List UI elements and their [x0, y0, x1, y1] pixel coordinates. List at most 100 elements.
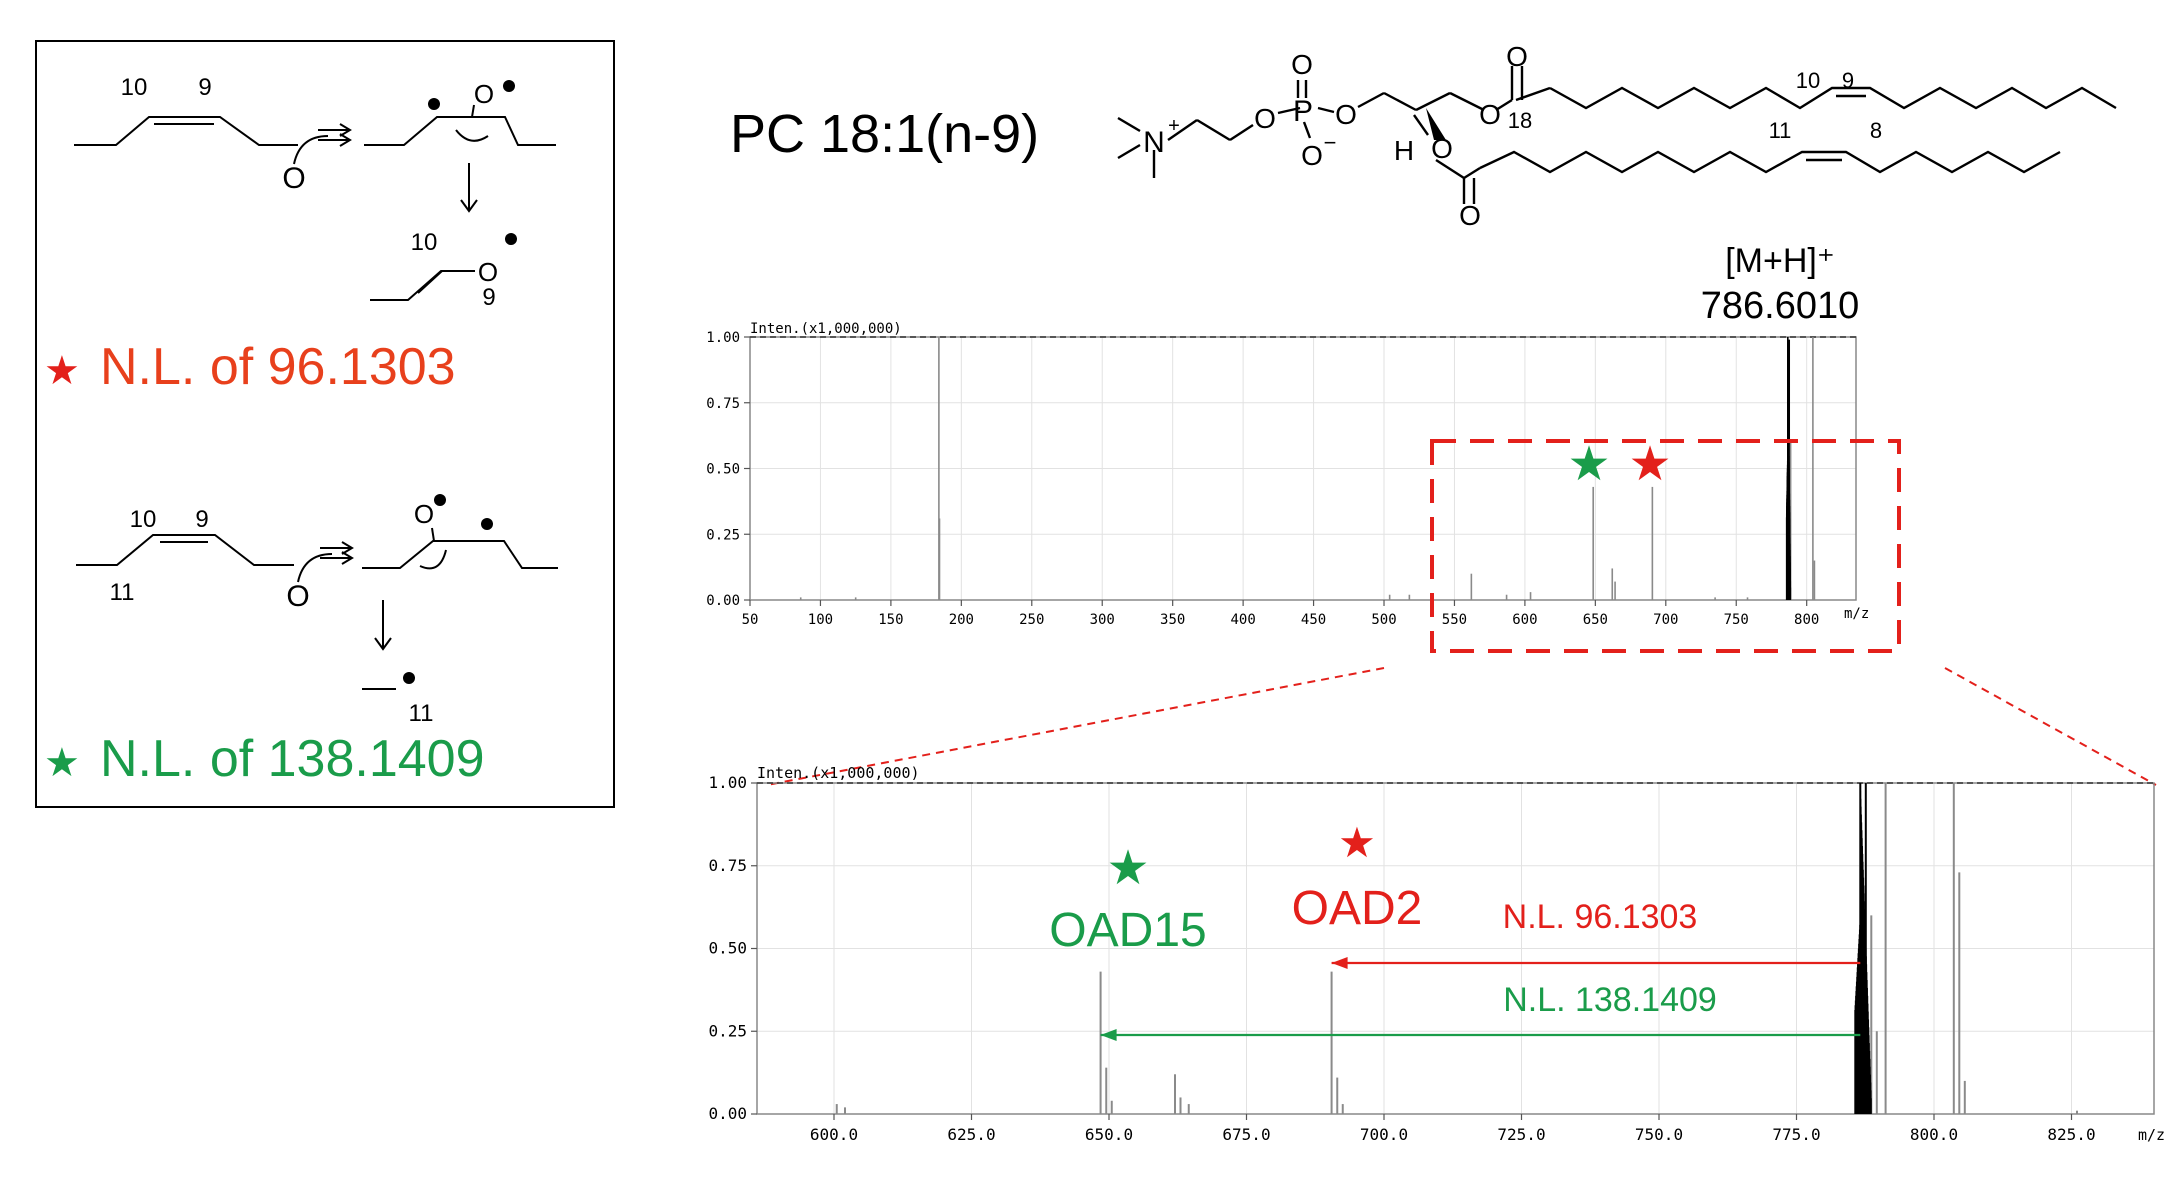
- x-tick-label: 750: [1724, 612, 1749, 628]
- atom-n: N: [1143, 126, 1165, 159]
- nl2-star: ★: [44, 741, 80, 785]
- y-tick-label: 0.00: [706, 593, 740, 609]
- atom-o-5: O: [1479, 99, 1501, 130]
- chain-label-11: 11: [1769, 118, 1792, 143]
- y-tick-label: 0.75: [708, 856, 747, 875]
- x-tick-label: 725.0: [1497, 1125, 1545, 1144]
- x-tick-label: 50: [742, 612, 759, 628]
- zoom-spectrum-chart: Inten.(x1,000,000) 0.000.250.500.751.00 …: [708, 764, 2165, 1144]
- y-tick-label: 0.25: [706, 527, 740, 543]
- x-tick-label: 100: [808, 612, 833, 628]
- radical-o-1: O: [474, 79, 494, 109]
- compound-title: PC 18:1(n-9): [730, 104, 1039, 164]
- x-tick-label: 450: [1301, 612, 1326, 628]
- nl1-text: N.L. of 96.1303: [100, 338, 456, 396]
- x-tick-label: 600.0: [810, 1125, 858, 1144]
- product-label-9: 9: [482, 284, 495, 311]
- atom-o-7: O: [1431, 133, 1453, 164]
- mechanism-panel: 10 9 O O 10 O 9 ★ N.L. of 96.1303: [35, 40, 615, 808]
- oad15-label: OAD15: [1049, 904, 1206, 957]
- bottom-product-label-11: 11: [409, 700, 434, 727]
- product-1: [370, 270, 475, 301]
- precursor-label: [M+H]⁺: [1725, 242, 1835, 280]
- chart1-xlabel: m/z: [1844, 606, 1869, 622]
- x-tick-label: 150: [878, 612, 903, 628]
- zoom-connector-right: [1944, 667, 2157, 786]
- x-tick-label: 675.0: [1222, 1125, 1270, 1144]
- precursor-mz: 786.6010: [1701, 285, 1860, 327]
- atom-o-6: O: [1506, 41, 1528, 72]
- x-tick-label: 700.0: [1360, 1125, 1408, 1144]
- atom-p: P: [1293, 95, 1313, 128]
- x-tick-label: 300: [1090, 612, 1115, 628]
- nl-red-arrowhead: [1331, 957, 1348, 969]
- y-tick-label: 1.00: [708, 773, 747, 792]
- product-o-1: O: [478, 257, 498, 287]
- o-charge: −: [1324, 130, 1337, 155]
- atom-o-1: O: [1254, 103, 1276, 134]
- bottom-label-10: 10: [130, 506, 157, 533]
- radical-o-2: O: [414, 499, 434, 529]
- x-tick-label: 400: [1230, 612, 1255, 628]
- top-label-9: 9: [198, 74, 211, 101]
- x-tick-label: 750.0: [1635, 1125, 1683, 1144]
- atom-o-8: O: [1459, 200, 1481, 231]
- nl-red-label: N.L. 96.1303: [1503, 898, 1698, 936]
- x-tick-label: 775.0: [1772, 1125, 1820, 1144]
- atom-h: H: [1394, 135, 1414, 166]
- chart2-grid: [757, 782, 2154, 1115]
- y-tick-label: 1.00: [706, 330, 740, 346]
- oxygen-atom-1: O: [282, 162, 305, 195]
- chart2-xlabel: m/z: [2138, 1126, 2165, 1144]
- x-tick-label: 600: [1512, 612, 1537, 628]
- x-tick-label: 350: [1160, 612, 1185, 628]
- chart2-yticks: 0.00 0.25 0.50 0.75 1.00: [708, 773, 757, 1123]
- x-tick-label: 550: [1442, 612, 1467, 628]
- bottom-label-9: 9: [195, 506, 208, 533]
- structure-bonds: [1117, 66, 2117, 204]
- chart1-peaks: [799, 337, 1816, 600]
- chain-label-9: 9: [1842, 68, 1854, 93]
- oad15-star: ★: [1106, 842, 1149, 895]
- top-alkene: [74, 116, 298, 146]
- chart1-green-star: ★: [1567, 438, 1610, 491]
- zoom-connector-left: [766, 667, 1385, 786]
- chart2-xticks: 600.0 625.0 650.0 675.0 700.0 725.0 750.0 775.0…: [810, 1114, 2096, 1144]
- y-tick-label: 0.50: [708, 939, 747, 958]
- top-label-10: 10: [121, 74, 148, 101]
- x-tick-label: 800: [1794, 612, 1819, 628]
- x-tick-label: 800.0: [1910, 1125, 1958, 1144]
- y-tick-label: 0.00: [708, 1104, 747, 1123]
- chain-label-10: 10: [1796, 68, 1820, 93]
- intermediate-2: [362, 527, 558, 570]
- chain-label-18: 18: [1508, 108, 1532, 133]
- nl2-text: N.L. of 138.1409: [100, 730, 485, 788]
- x-tick-label: 625.0: [947, 1125, 995, 1144]
- chain-label-8: 8: [1870, 118, 1882, 143]
- chart1-title: Inten.(x1,000,000): [750, 321, 902, 337]
- atom-o-3: O: [1301, 140, 1323, 171]
- nl-green-label: N.L. 138.1409: [1503, 981, 1717, 1019]
- full-spectrum-chart: Inten.(x1,000,000) 0.000.250.500.751.00 …: [706, 321, 1901, 653]
- nl-green-arrowhead: [1100, 1029, 1117, 1041]
- y-tick-label: 0.50: [706, 462, 740, 478]
- n-charge: +: [1168, 115, 1180, 137]
- x-tick-label: 500: [1371, 612, 1396, 628]
- chart1-red-star: ★: [1628, 438, 1671, 491]
- x-tick-label: 825.0: [2047, 1125, 2095, 1144]
- chart2-title: Inten.(x1,000,000): [757, 764, 920, 782]
- x-tick-label: 700: [1653, 612, 1678, 628]
- bottom-label-11: 11: [110, 579, 135, 606]
- chart2-peaks: [835, 783, 2078, 1114]
- x-tick-label: 200: [949, 612, 974, 628]
- curved-arrow-1: [293, 135, 329, 165]
- oxygen-atom-2: O: [286, 580, 309, 613]
- atom-o-2: O: [1291, 49, 1313, 80]
- y-tick-label: 0.25: [708, 1021, 747, 1040]
- pc-structure: PC 18:1(n-9): [730, 41, 2117, 231]
- nl1-star: ★: [44, 349, 80, 393]
- bottom-alkene: [76, 534, 294, 566]
- x-tick-label: 650.0: [1085, 1125, 1133, 1144]
- mechanism-frame: [35, 40, 615, 808]
